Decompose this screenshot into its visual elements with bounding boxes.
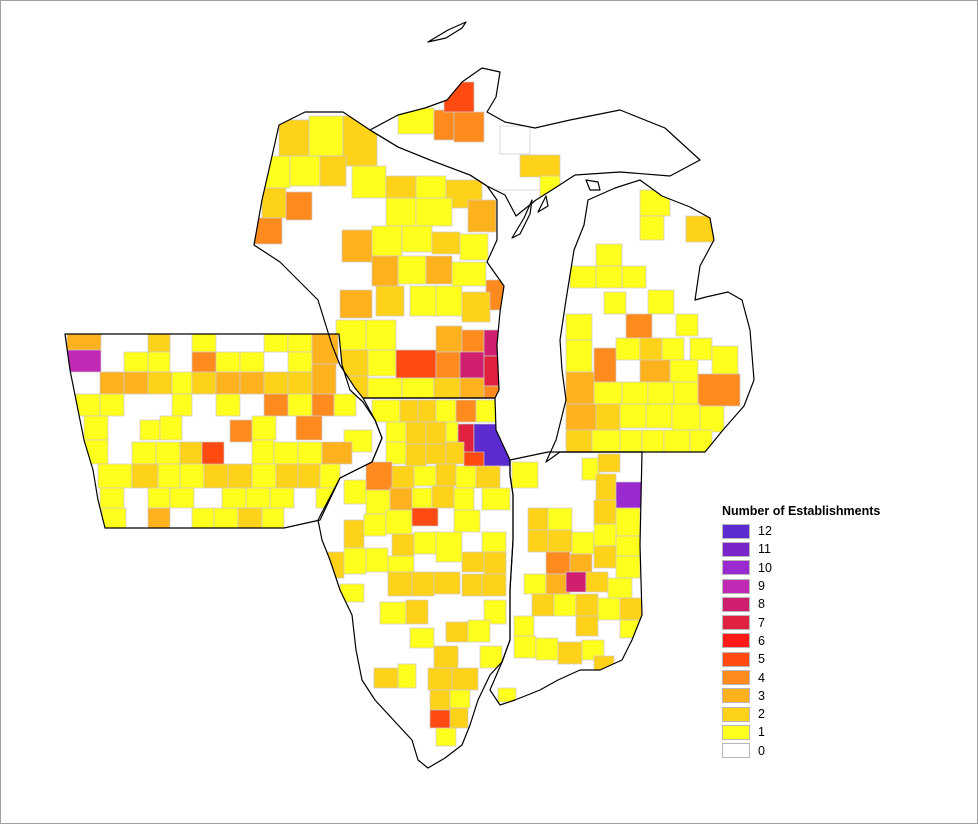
legend-swatch [722,596,750,612]
legend-swatch [722,523,750,539]
legend-swatch [722,615,750,631]
legend-item: 2 [722,705,912,723]
legend-label: 11 [758,542,771,557]
legend-item: 7 [722,613,912,631]
legend-swatch [722,688,750,704]
legend-label: 2 [758,707,765,722]
legend-label: 12 [758,524,772,539]
legend-item: 10 [722,559,912,577]
legend-swatch [722,633,750,649]
legend-label: 10 [758,560,772,575]
map-legend: Number of Establishments 12 11 10 9 8 7 6 5 4 3 2 1… [722,504,912,760]
legend-item: 4 [722,668,912,686]
legend-label: 1 [758,725,765,740]
legend-label: 9 [758,579,765,594]
legend-swatch [722,706,750,722]
legend-swatch [722,541,750,557]
legend-swatch [722,724,750,740]
legend-label: 8 [758,597,765,612]
legend-item: 12 [722,522,912,540]
legend-label: 0 [758,743,765,758]
legend-label: 5 [758,652,765,667]
legend-title: Number of Establishments [722,504,881,518]
legend-item: 5 [722,650,912,668]
legend-swatch [722,651,750,667]
legend-label: 4 [758,670,765,685]
legend-swatch [722,743,750,759]
legend-swatch [722,560,750,576]
legend-swatch [722,578,750,594]
legend-swatch [722,670,750,686]
legend-label: 7 [758,615,765,630]
legend-item: 8 [722,595,912,613]
legend-label: 3 [758,688,765,703]
legend-item: 3 [722,687,912,705]
legend-item: 1 [722,723,912,741]
legend-item: 6 [722,632,912,650]
legend-item: 9 [722,577,912,595]
legend-item: 0 [722,742,912,760]
legend-item: 11 [722,540,912,558]
legend-label: 6 [758,633,765,648]
legend-rows: 12 11 10 9 8 7 6 5 4 3 2 1 0 [722,522,912,760]
